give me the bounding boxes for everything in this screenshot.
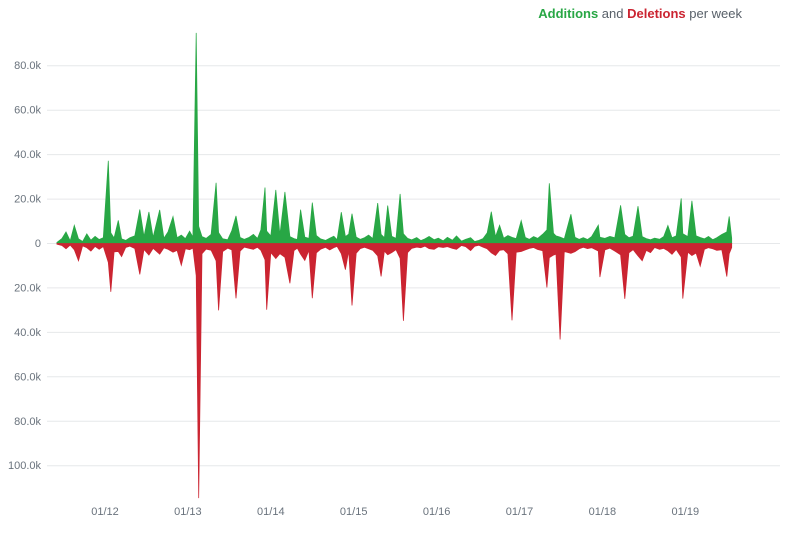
x-tick-label: 01/13 <box>174 506 202 518</box>
x-tick-label: 01/19 <box>672 506 700 518</box>
x-tick-label: 01/17 <box>506 506 534 518</box>
x-tick-label: 01/15 <box>340 506 368 518</box>
deletions-area <box>56 243 733 499</box>
x-tick-label: 01/18 <box>589 506 617 518</box>
y-tick-label: 0 <box>35 238 41 250</box>
legend-additions-label: Additions <box>538 6 599 21</box>
y-tick-label: 40.0k <box>14 149 41 161</box>
y-tick-label: 80.0k <box>14 416 41 428</box>
y-tick-label: 20.0k <box>14 194 41 206</box>
y-tick-label: 60.0k <box>14 371 41 383</box>
x-tick-label: 01/12 <box>91 506 119 518</box>
legend-deletions-label: Deletions <box>627 6 686 21</box>
legend-and-label: and <box>598 6 628 21</box>
y-tick-label: 100.0k <box>8 460 42 472</box>
y-tick-label: 80.0k <box>14 60 41 72</box>
x-tick-label: 01/14 <box>257 506 285 518</box>
y-tick-label: 60.0k <box>14 105 41 117</box>
legend-suffix-label: per week <box>685 6 742 21</box>
additions-area <box>56 32 733 244</box>
y-tick-label: 40.0k <box>14 327 41 339</box>
chart-title: Additions and Deletions per week <box>538 6 742 21</box>
y-tick-label: 20.0k <box>14 282 41 294</box>
x-tick-label: 01/16 <box>423 506 451 518</box>
